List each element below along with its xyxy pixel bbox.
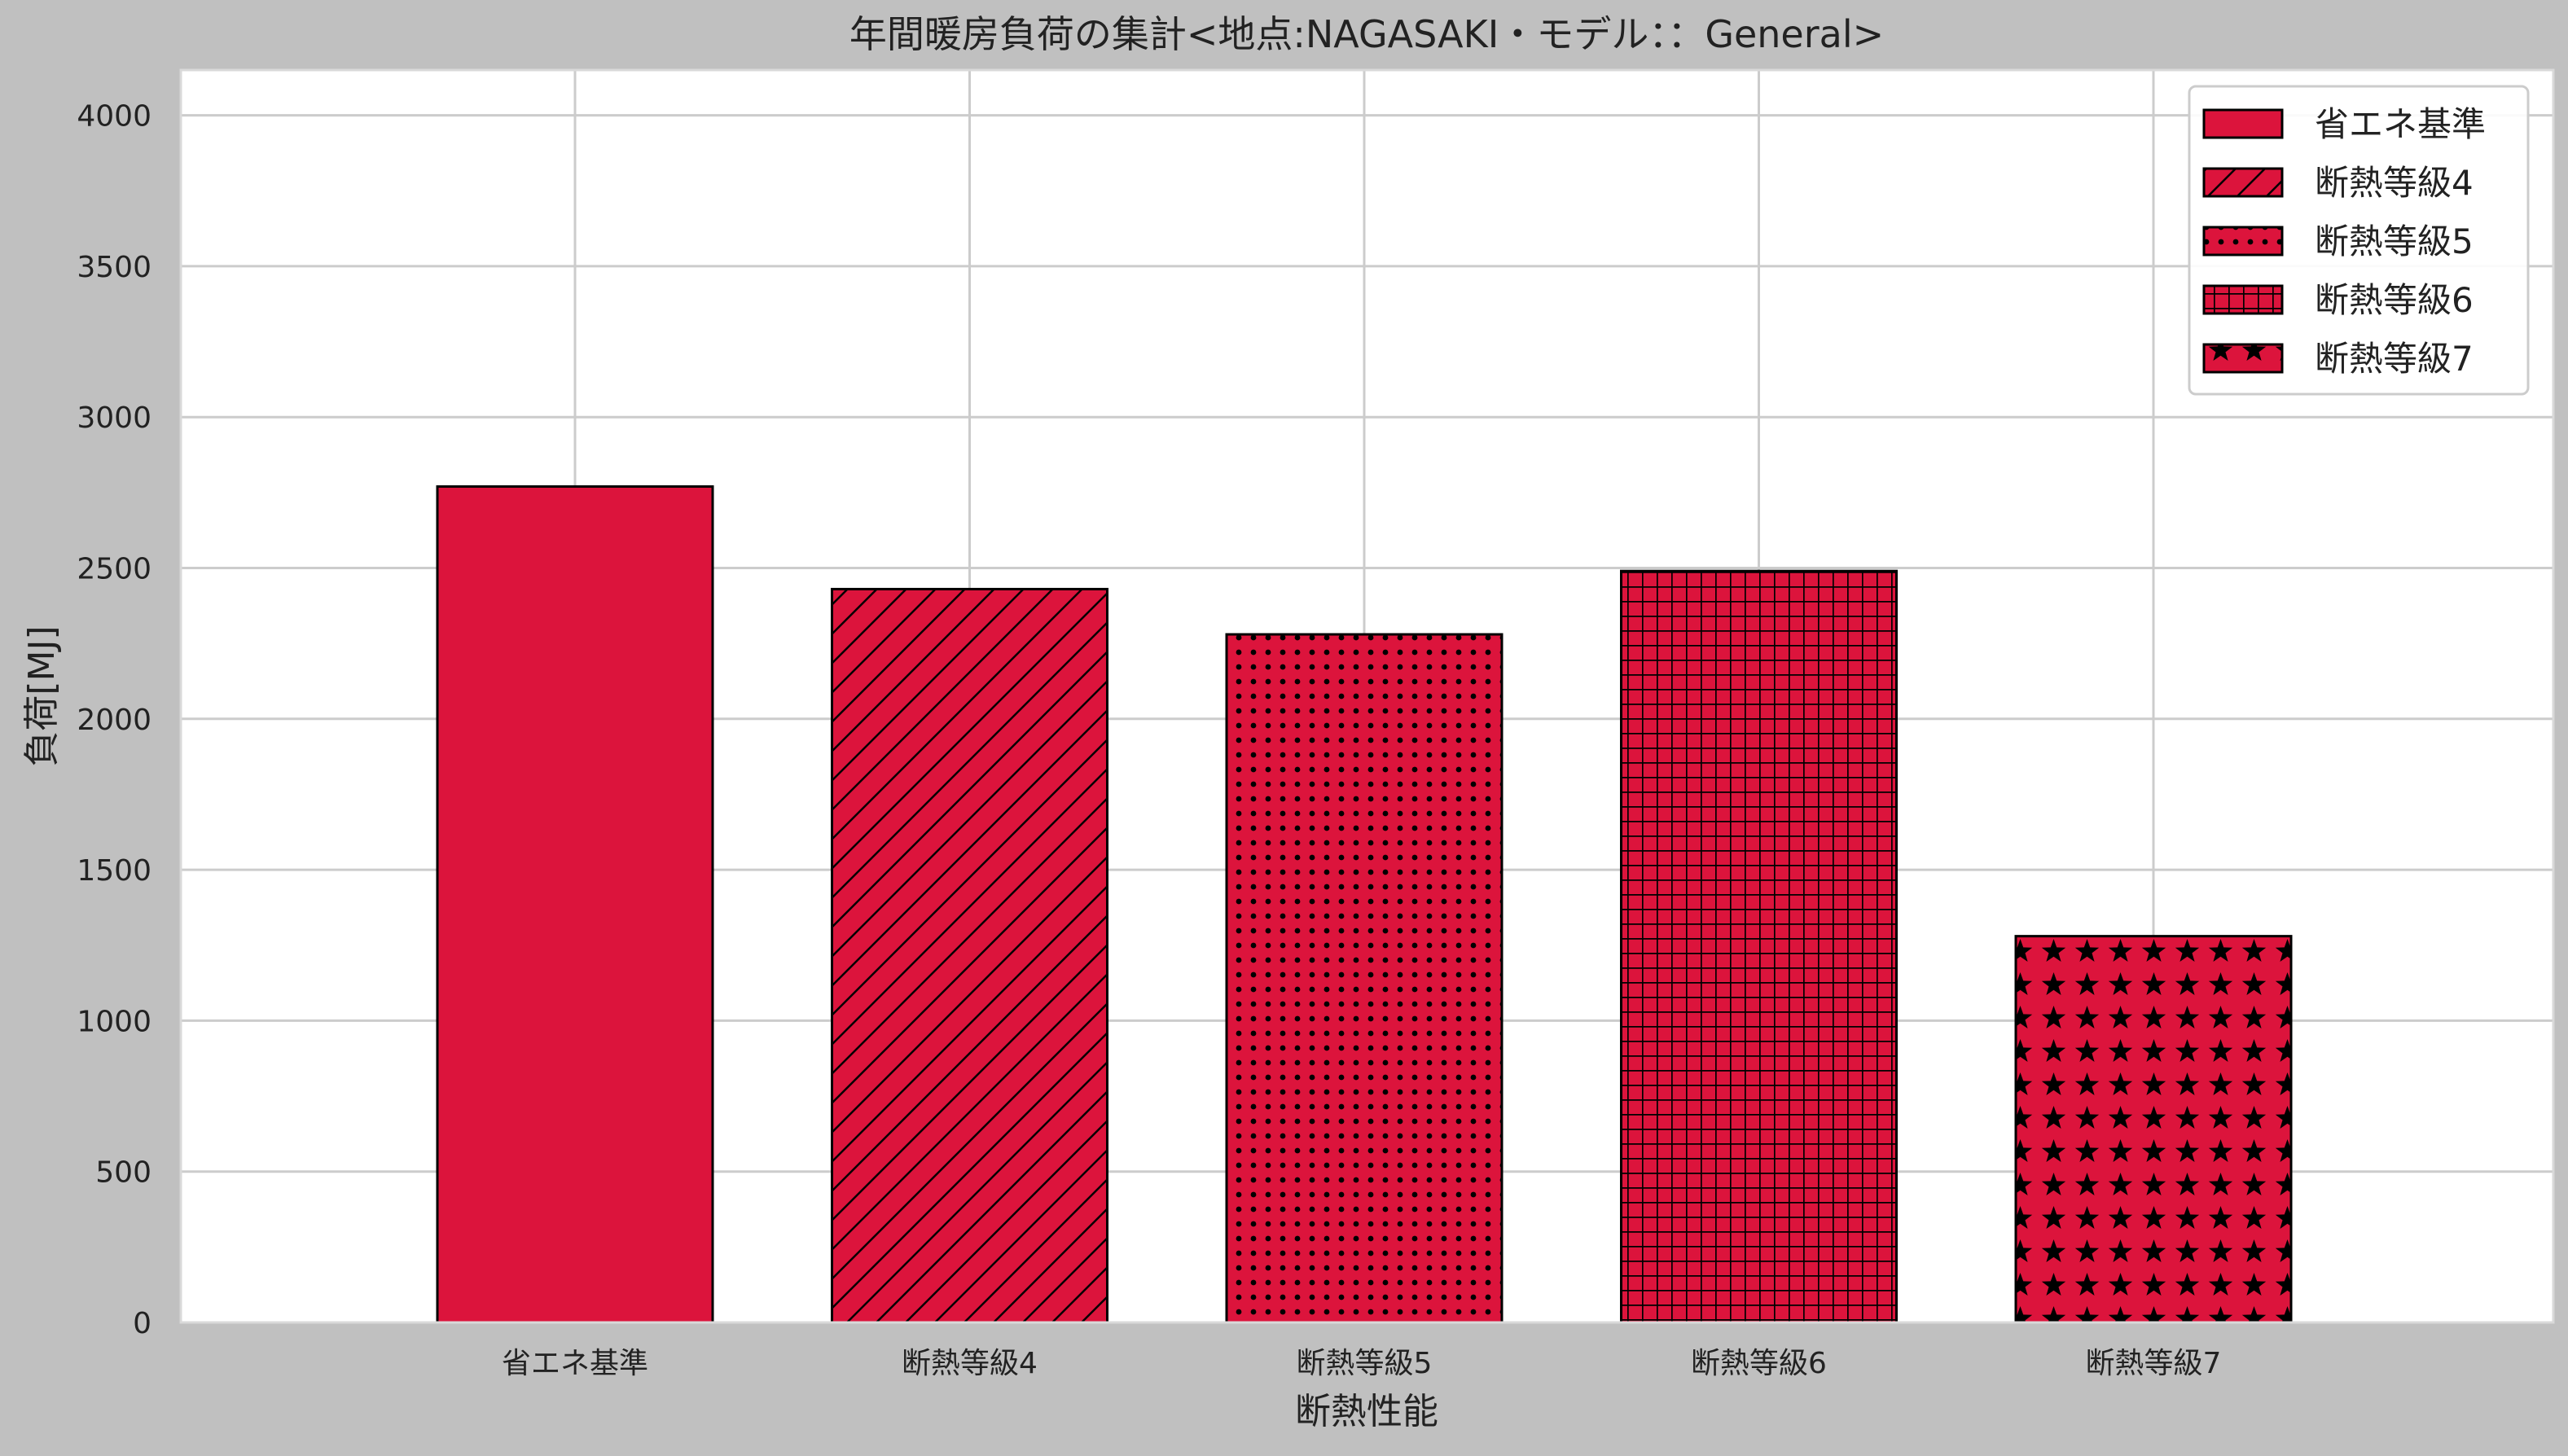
bar-pattern-2 [832,589,1108,1322]
legend-label: 省エネ基準 [2315,104,2486,144]
legend-swatch-pattern [2204,286,2282,314]
y-tick-labels: 0 500 1000 1500 2000 2500 3000 3500 4000 [77,100,151,1340]
bar-pattern-5 [2016,936,2291,1322]
y-tick-label: 1000 [77,1005,151,1038]
x-tick-label: 断熱等級4 [902,1347,1038,1380]
x-tick-label: 断熱等級6 [1691,1347,1827,1380]
legend-label: 断熱等級6 [2315,280,2474,320]
legend-swatch-pattern [2204,227,2282,255]
x-tick-labels: 省エネ基準 断熱等級4 断熱等級5 断熱等級6 断熱等級7 [502,1347,2221,1380]
y-tick-label: 3500 [77,251,151,284]
bar-pattern-4 [1621,571,1897,1322]
y-tick-label: 4000 [77,100,151,134]
y-tick-label: 3000 [77,401,151,435]
chart-title: 年間暖房負荷の集計<地点:NAGASAKI・モデル：：General> [849,12,1884,56]
legend-label: 断熱等級7 [2315,339,2474,379]
legend-box [2188,85,2530,396]
legend-label: 断熱等級5 [2315,221,2474,261]
plot-frame [179,68,2555,1324]
x-tick-label: 断熱等級5 [1297,1347,1433,1380]
bar-pattern-3 [1227,634,1502,1322]
legend-swatch-outline [2202,226,2284,257]
y-tick-label: 2500 [77,552,151,585]
legend-swatch-pattern [2204,344,2282,372]
legend-swatch-outline [2202,284,2284,315]
legend-swatch-pattern [2204,169,2282,196]
legend-swatch [2204,110,2282,138]
x-tick-label: 省エネ基準 [502,1347,648,1380]
y-axis-label: 負荷[MJ] [21,625,63,766]
bars [436,485,2293,1324]
legend-label: 断熱等級4 [2315,163,2474,203]
legend-swatch-outline [2202,343,2284,374]
x-tick-label: 断熱等級7 [2086,1347,2222,1380]
legend-swatch-outline [2202,108,2284,139]
y-tick-label: 2000 [77,704,151,737]
y-tick-label: 500 [95,1156,151,1190]
y-tick-label: 1500 [77,854,151,888]
y-tick-label: 0 [133,1307,151,1340]
bar-1 [437,486,713,1322]
legend-swatch-outline [2202,167,2284,198]
x-axis-label: 断熱性能 [1295,1391,1438,1432]
